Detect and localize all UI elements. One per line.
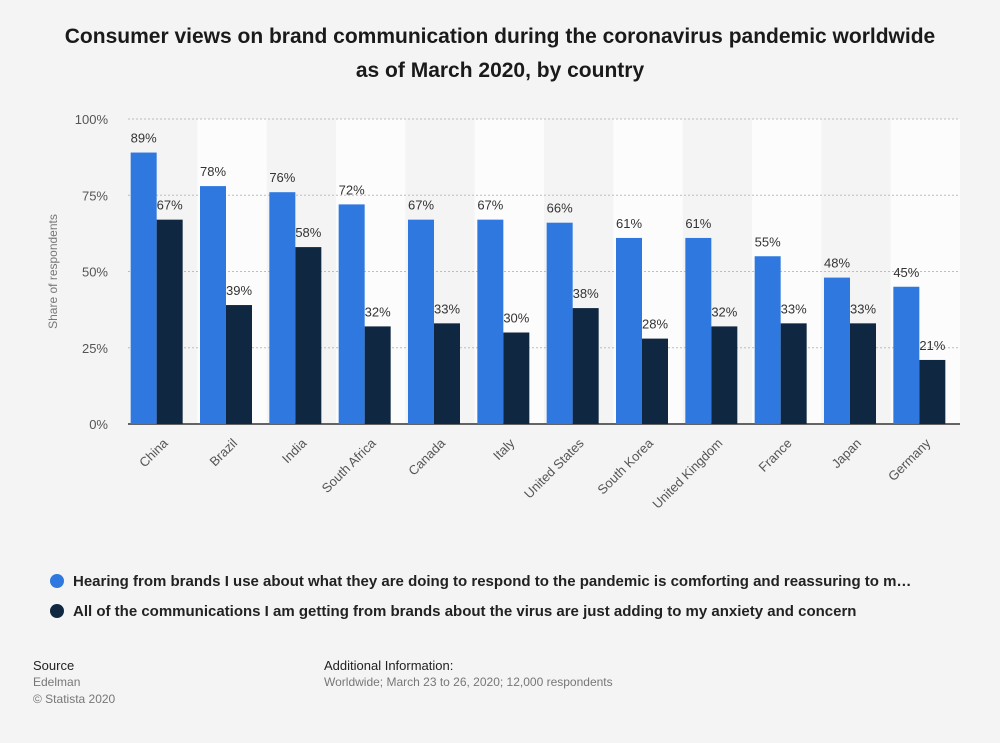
bar-series-1-brazil[interactable] bbox=[200, 186, 226, 424]
bar-series-1-italy[interactable] bbox=[477, 219, 504, 424]
y-tick-label: 50% bbox=[82, 265, 108, 280]
source-name[interactable]: Edelman bbox=[33, 675, 81, 689]
x-tick-label: South Korea bbox=[594, 435, 656, 497]
bar-series-2-south-korea[interactable] bbox=[642, 338, 668, 424]
data-label: 28% bbox=[642, 317, 668, 332]
data-label: 89% bbox=[131, 131, 157, 146]
data-label: 45% bbox=[893, 265, 919, 280]
legend-item-series-1[interactable]: Hearing from brands I use about what the… bbox=[50, 566, 970, 596]
bar-series-2-united-kingdom[interactable] bbox=[711, 326, 738, 424]
y-axis-label: Share of respondents bbox=[46, 214, 60, 329]
y-tick-label: 75% bbox=[82, 188, 108, 203]
legend-marker-series-1 bbox=[50, 574, 64, 588]
data-label: 33% bbox=[781, 301, 807, 316]
bar-series-2-south-africa[interactable] bbox=[364, 326, 391, 424]
data-label: 21% bbox=[919, 338, 945, 353]
bar-series-2-brazil[interactable] bbox=[226, 305, 252, 424]
data-label: 33% bbox=[850, 301, 876, 316]
legend-item-series-2[interactable]: All of the communications I am getting f… bbox=[50, 596, 970, 626]
bar-series-1-india[interactable] bbox=[269, 192, 296, 424]
y-tick-label: 100% bbox=[75, 112, 109, 127]
chart-title: Consumer views on brand communication du… bbox=[64, 25, 936, 82]
data-label: 32% bbox=[711, 304, 737, 319]
x-tick-label: South Africa bbox=[319, 435, 380, 496]
x-tick-label: United States bbox=[521, 435, 587, 501]
bar-series-1-germany[interactable] bbox=[893, 286, 920, 424]
bar-series-2-germany[interactable] bbox=[919, 359, 946, 424]
bar-series-2-united-states[interactable] bbox=[572, 308, 599, 424]
x-tick-label: Canada bbox=[405, 435, 448, 478]
bar-series-2-france[interactable] bbox=[780, 323, 807, 424]
x-tick-label: Italy bbox=[490, 435, 518, 463]
data-label: 66% bbox=[547, 201, 573, 216]
bar-series-2-italy[interactable] bbox=[503, 332, 530, 425]
legend-label-series-2: All of the communications I am getting f… bbox=[73, 602, 857, 620]
data-label: 39% bbox=[226, 283, 252, 298]
additional-info-heading[interactable]: Additional Information: bbox=[324, 658, 454, 673]
data-label: 67% bbox=[477, 198, 503, 213]
bar-series-2-india[interactable] bbox=[295, 247, 322, 424]
data-label: 72% bbox=[339, 182, 365, 197]
data-label: 30% bbox=[503, 311, 529, 326]
bar-series-1-china[interactable] bbox=[130, 152, 157, 425]
y-tick-label: 25% bbox=[82, 341, 108, 356]
data-label: 33% bbox=[434, 301, 460, 316]
data-label: 58% bbox=[295, 225, 321, 240]
bar-series-1-south-korea[interactable] bbox=[616, 237, 642, 424]
x-tick-label: India bbox=[279, 435, 310, 466]
x-tick-label: Germany bbox=[885, 435, 934, 484]
legend: Hearing from brands I use about what the… bbox=[50, 566, 970, 626]
bar-series-1-france[interactable] bbox=[754, 256, 781, 424]
bar-series-1-japan[interactable] bbox=[824, 277, 850, 424]
bar-series-2-japan[interactable] bbox=[850, 323, 876, 424]
y-tick-label: 0% bbox=[89, 417, 108, 432]
bar-series-1-canada[interactable] bbox=[408, 219, 434, 424]
additional-info-text: Worldwide; March 23 to 26, 2020; 12,000 … bbox=[324, 675, 613, 689]
data-label: 67% bbox=[157, 198, 183, 213]
legend-label-series-1: Hearing from brands I use about what the… bbox=[73, 572, 912, 590]
source-block: Source Edelman © Statista 2020 bbox=[33, 657, 115, 708]
x-tick-label: Brazil bbox=[207, 435, 241, 469]
source-heading: Source bbox=[33, 658, 75, 673]
additional-info-block: Additional Information: Worldwide; March… bbox=[324, 657, 613, 691]
x-tick-label: United Kingdom bbox=[649, 436, 725, 512]
bar-chart: 0% 25% 50% 75% 100% Share of respondents 89% 67… bbox=[46, 112, 960, 512]
data-label: 61% bbox=[685, 216, 711, 231]
bar-series-2-china[interactable] bbox=[156, 219, 183, 424]
x-tick-label: France bbox=[756, 436, 795, 475]
bar-series-2-canada[interactable] bbox=[434, 323, 460, 424]
data-label: 48% bbox=[824, 256, 850, 271]
copyright: © Statista 2020 bbox=[33, 692, 116, 706]
x-tick-label: China bbox=[136, 435, 171, 470]
data-label: 76% bbox=[269, 170, 295, 185]
bar-series-1-united-states[interactable] bbox=[546, 222, 573, 424]
data-label: 32% bbox=[365, 304, 391, 319]
data-label: 38% bbox=[573, 286, 599, 301]
data-label: 61% bbox=[616, 216, 642, 231]
data-label: 55% bbox=[755, 234, 781, 249]
bar-series-1-united-kingdom[interactable] bbox=[685, 237, 712, 424]
legend-marker-series-2 bbox=[50, 604, 64, 618]
x-tick-label: Japan bbox=[828, 436, 864, 472]
bar-series-1-south-africa[interactable] bbox=[338, 204, 365, 424]
data-label: 78% bbox=[200, 164, 226, 179]
data-label: 67% bbox=[408, 198, 434, 213]
